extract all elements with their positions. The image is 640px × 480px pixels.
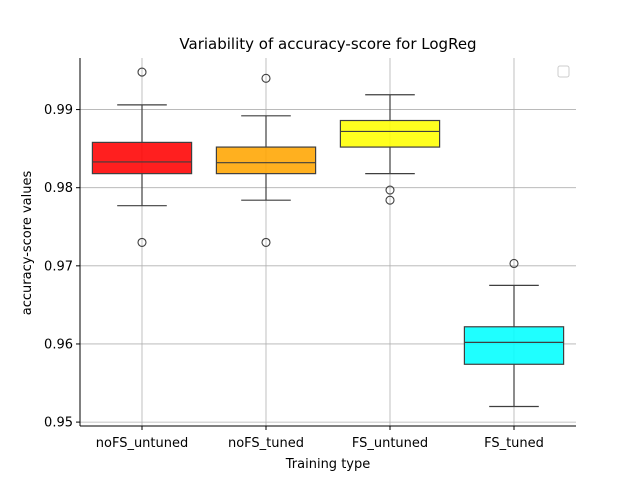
outlier-point (509, 258, 519, 269)
y-tick-label: 0.95 (44, 416, 73, 431)
legend-box (557, 65, 570, 78)
box-layer (91, 67, 565, 408)
box-FS_tuned (463, 258, 565, 408)
x-tick-label: FS_untuned (352, 436, 428, 451)
iqr-box (339, 119, 441, 148)
x-axis-label: Training type (285, 457, 370, 472)
y-tick-label: 0.98 (44, 181, 73, 196)
box-noFS_tuned (215, 73, 317, 247)
y-tick-label: 0.97 (44, 259, 73, 274)
box-FS_untuned (339, 94, 441, 205)
y-tick-label: 0.96 (44, 337, 73, 352)
outlier-point (385, 185, 395, 195)
chart-title: Variability of accuracy-score for LogReg (179, 35, 476, 53)
outlier-point (261, 73, 271, 83)
iqr-box (215, 146, 317, 175)
outlier-point (385, 195, 395, 205)
x-tick-label: noFS_tuned (228, 436, 304, 451)
outlier-point (261, 237, 271, 247)
y-tick-label: 0.99 (44, 103, 73, 118)
outlier-point (137, 67, 147, 77)
iqr-box (463, 326, 565, 365)
y-axis-label: accuracy-score values (20, 171, 35, 316)
box-noFS_untuned (91, 67, 193, 247)
x-tick-label: noFS_untuned (96, 436, 189, 451)
axis-layer: 0.95 0.96 0.97 0.98 0.99 noFS_untuned noFS_tun… (44, 58, 576, 451)
outlier-point (137, 237, 147, 247)
x-tick-label: FS_tuned (484, 436, 544, 451)
iqr-box (91, 141, 193, 175)
grid-layer (80, 58, 576, 426)
